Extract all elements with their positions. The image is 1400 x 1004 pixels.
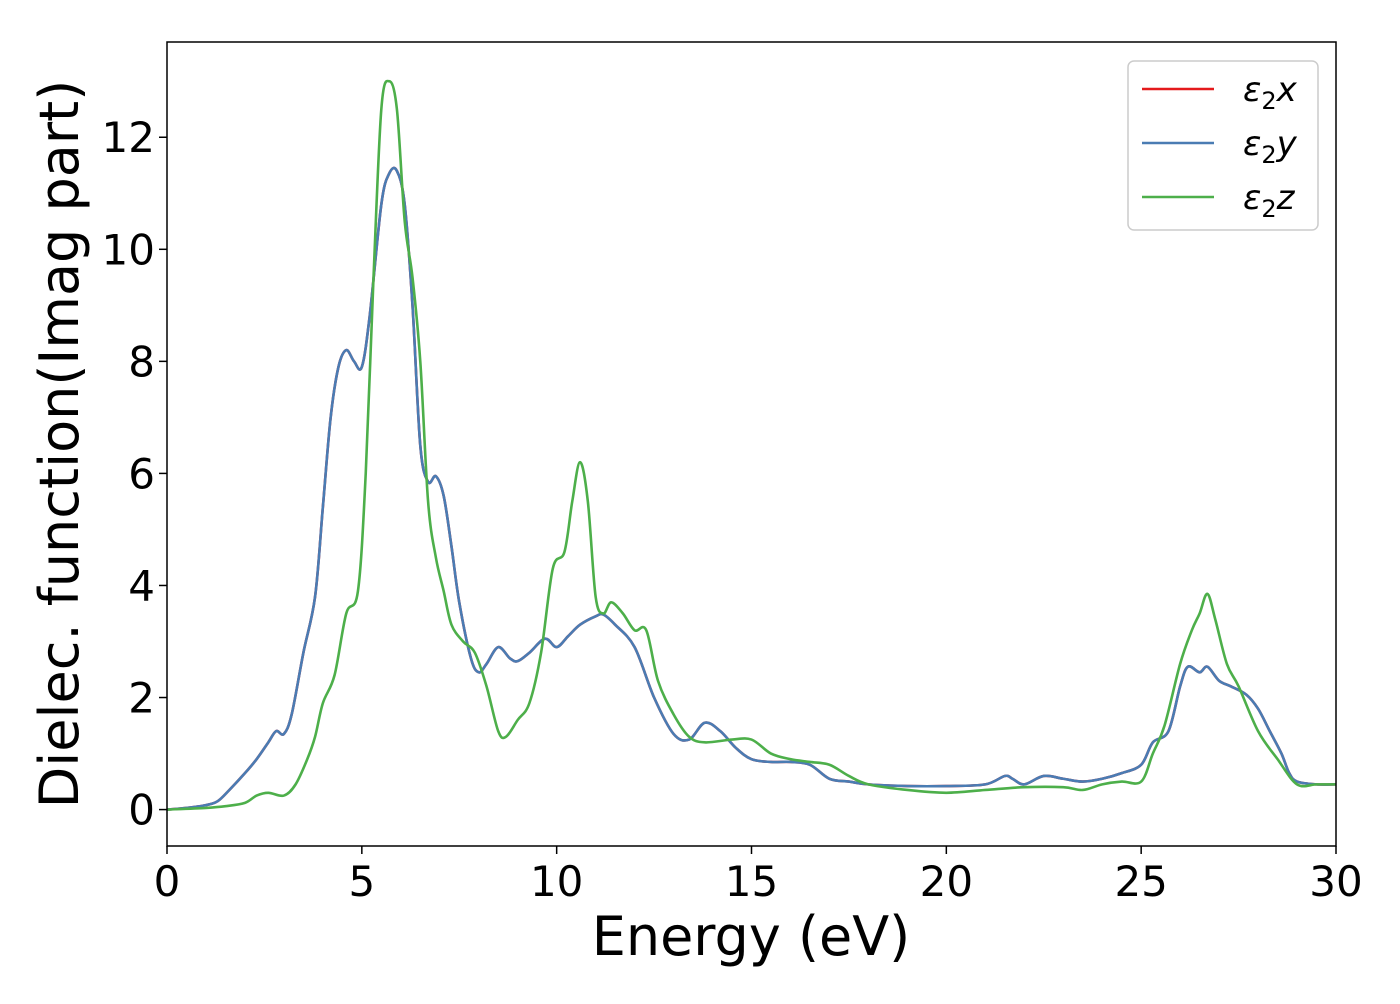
y-tick-label: 2 [128, 674, 155, 723]
x-tick-label: 20 [920, 857, 973, 906]
legend-box [1127, 60, 1319, 231]
y-tick-label: 8 [128, 337, 155, 386]
x-tick-label: 0 [154, 857, 181, 906]
x-axis-label: Energy (eV) [592, 905, 911, 968]
y-axis-label: Dielec. function(Imag part) [28, 80, 91, 809]
legend-items: ε2x ε2y ε2z [1142, 70, 1298, 223]
y-tick-label: 6 [128, 449, 155, 498]
y-tick-label: 12 [102, 113, 155, 162]
x-tick-label: 30 [1309, 857, 1362, 906]
series-line-x [167, 166, 1336, 811]
x-tick-label: 25 [1114, 857, 1167, 906]
legend-label-x: ε2x [1243, 70, 1298, 115]
x-tick-label: 5 [348, 857, 375, 906]
legend: ε2x ε2y ε2z [1127, 60, 1319, 231]
series-line-z [167, 79, 1336, 811]
legend-label-z: ε2z [1243, 178, 1296, 223]
x-tick-label: 15 [725, 857, 778, 906]
series-line-y [167, 166, 1336, 811]
y-tick-label: 0 [128, 786, 155, 835]
series-layer [167, 79, 1336, 811]
legend-label-y: ε2y [1243, 124, 1298, 169]
y-axis-ticks: 0 2 4 6 8 10 12 [102, 113, 167, 835]
y-tick-label: 4 [128, 561, 155, 610]
y-tick-label: 10 [102, 225, 155, 274]
x-tick-label: 10 [530, 857, 583, 906]
x-axis-ticks: 0 5 10 15 20 25 30 [154, 846, 1363, 906]
